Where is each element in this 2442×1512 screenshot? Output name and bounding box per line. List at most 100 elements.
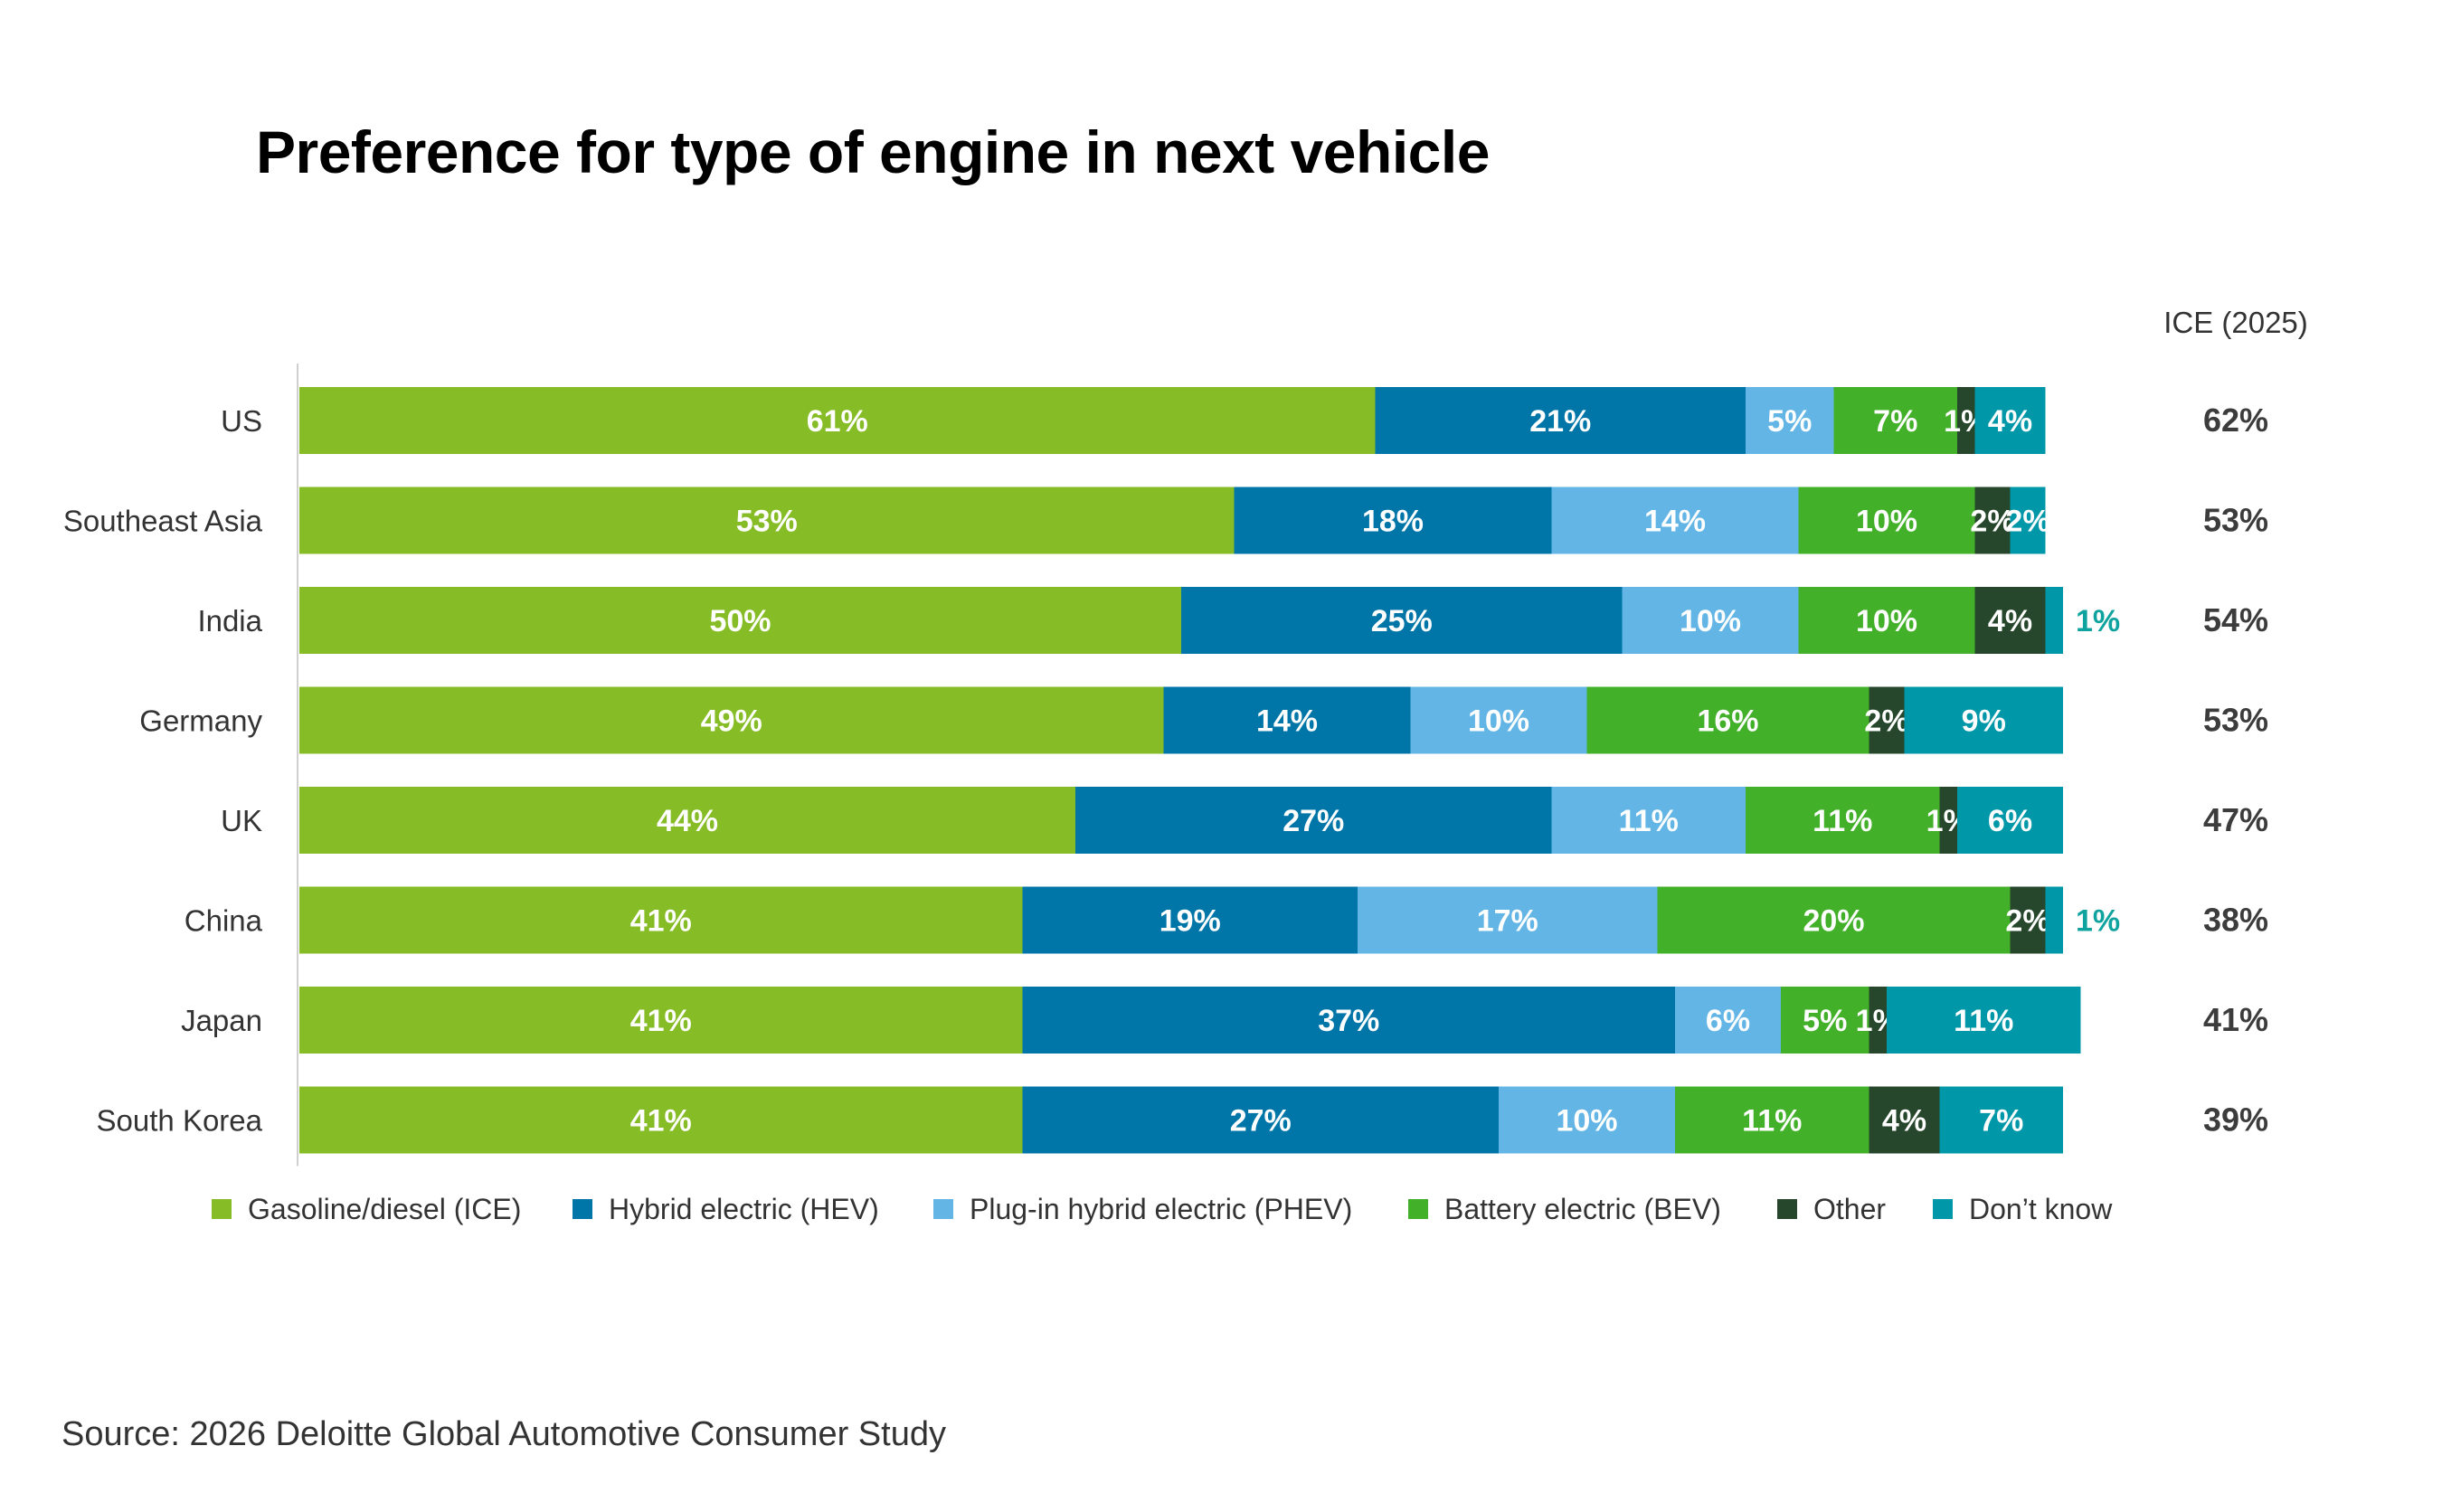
bar-segment-us-hybrid-electric-hev: [1375, 387, 1746, 454]
bar-segment-japan-battery-electric-bev: [1781, 987, 1869, 1054]
legend-swatch-gasoline-diesel-ice: [212, 1199, 232, 1219]
ice-2025-value-uk: 47%: [2203, 801, 2268, 838]
outside-label-india-don-t-know: 1%: [2076, 604, 2120, 638]
bar-segment-uk-don-t-know: [1957, 787, 2063, 854]
data-label-us-plug-in-hybrid-electric-phev: 5%: [1767, 404, 1812, 439]
data-label-south-korea-gasoline-diesel-ice: 41%: [630, 1104, 692, 1139]
bar-segment-china-battery-electric-bev: [1657, 886, 2011, 954]
bar-segment-uk-plug-in-hybrid-electric-phev: [1551, 787, 1746, 854]
data-label-germany-plug-in-hybrid-electric-phev: 10%: [1468, 704, 1529, 739]
bar-segment-south-korea-hybrid-electric-hev: [1022, 1086, 1499, 1154]
data-label-japan-gasoline-diesel-ice: 41%: [630, 1004, 692, 1038]
legend-swatch-battery-electric-bev: [1408, 1199, 1428, 1219]
bar-segment-china-hybrid-electric-hev: [1022, 886, 1358, 954]
data-label-india-battery-electric-bev: 10%: [1856, 604, 1917, 638]
bar-segment-china-don-t-know: [2045, 886, 2063, 954]
data-label-india-hybrid-electric-hev: 25%: [1371, 604, 1433, 638]
bar-segment-china-gasoline-diesel-ice: [299, 886, 1023, 954]
category-label-china: China: [185, 904, 263, 938]
data-label-uk-plug-in-hybrid-electric-phev: 11%: [1619, 804, 1679, 838]
bar-segment-japan-don-t-know: [1887, 987, 2081, 1054]
bar-segment-uk-hybrid-electric-hev: [1075, 787, 1552, 854]
bar-segment-japan-plug-in-hybrid-electric-phev: [1675, 987, 1781, 1054]
ice-2025-value-southeast-asia: 53%: [2203, 502, 2268, 539]
data-label-germany-battery-electric-bev: 16%: [1697, 704, 1758, 739]
data-label-japan-hybrid-electric-hev: 37%: [1318, 1004, 1379, 1038]
bar-segment-india-gasoline-diesel-ice: [299, 587, 1181, 654]
bar-segment-india-don-t-know: [2045, 587, 2063, 654]
data-label-southeast-asia-don-t-know: 2%: [2005, 505, 2049, 539]
data-label-us-hybrid-electric-hev: 21%: [1529, 404, 1591, 439]
data-label-south-korea-battery-electric-bev: 11%: [1742, 1104, 1802, 1139]
bar-segment-south-korea-don-t-know: [1939, 1086, 2063, 1154]
data-label-japan-battery-electric-bev: 5%: [1803, 1004, 1847, 1038]
legend-swatch-don-t-know: [1933, 1199, 1953, 1219]
bar-segment-us-battery-electric-bev: [1833, 387, 1957, 454]
ice-2025-value-japan: 41%: [2203, 1001, 2268, 1038]
data-label-uk-hybrid-electric-hev: 27%: [1283, 804, 1344, 838]
legend-swatch-hybrid-electric-hev: [573, 1199, 592, 1219]
bar-segment-us-don-t-know: [1974, 387, 2046, 454]
ice-2025-value-india: 54%: [2203, 601, 2268, 638]
data-label-uk-don-t-know: 6%: [1988, 804, 2032, 838]
data-label-southeast-asia-hybrid-electric-hev: 18%: [1362, 505, 1424, 539]
chart-title: Preference for type of engine in next ve…: [256, 118, 1490, 185]
bar-segment-south-korea-plug-in-hybrid-electric-phev: [1499, 1086, 1675, 1154]
legend-label-don-t-know: Don’t know: [1969, 1193, 2113, 1225]
ice-2025-header: ICE (2025): [2163, 306, 2308, 339]
bar-segment-southeast-asia-other: [1974, 487, 2011, 554]
source-note: Source: 2026 Deloitte Global Automotive …: [62, 1415, 946, 1453]
data-label-china-hybrid-electric-hev: 19%: [1159, 904, 1221, 939]
bar-segment-india-other: [1974, 587, 2046, 654]
bar-segment-us-other: [1957, 387, 1975, 454]
data-label-china-battery-electric-bev: 20%: [1803, 904, 1864, 939]
data-label-germany-gasoline-diesel-ice: 49%: [701, 704, 762, 739]
outside-label-china-don-t-know: 1%: [2076, 904, 2120, 939]
bar-segment-india-hybrid-electric-hev: [1181, 587, 1623, 654]
ice-2025-value-south-korea: 39%: [2203, 1101, 2268, 1139]
data-label-japan-don-t-know: 11%: [1954, 1004, 2013, 1038]
bar-segment-southeast-asia-don-t-know: [2010, 487, 2046, 554]
category-label-japan: Japan: [181, 1004, 262, 1037]
bar-segment-germany-plug-in-hybrid-electric-phev: [1410, 686, 1587, 754]
bar-segment-south-korea-battery-electric-bev: [1675, 1086, 1869, 1154]
data-label-india-other: 4%: [1988, 604, 2032, 638]
legend-label-plug-in-hybrid-electric-phev: Plug-in hybrid electric (PHEV): [970, 1193, 1352, 1225]
bar-segment-southeast-asia-battery-electric-bev: [1798, 487, 1975, 554]
ice-2025-value-china: 38%: [2203, 902, 2268, 939]
data-label-germany-other: 2%: [1864, 704, 1908, 739]
category-label-india: India: [197, 604, 262, 638]
legend-label-hybrid-electric-hev: Hybrid electric (HEV): [609, 1193, 879, 1225]
data-label-south-korea-plug-in-hybrid-electric-phev: 10%: [1556, 1104, 1617, 1139]
data-label-india-plug-in-hybrid-electric-phev: 10%: [1680, 604, 1741, 638]
data-label-germany-don-t-know: 9%: [1962, 704, 2006, 739]
legend-swatch-other: [1777, 1199, 1797, 1219]
category-label-us: US: [221, 404, 262, 438]
bar-segment-uk-other: [1939, 787, 1957, 854]
bar-segment-southeast-asia-hybrid-electric-hev: [1234, 487, 1552, 554]
legend-label-gasoline-diesel-ice: Gasoline/diesel (ICE): [248, 1193, 521, 1225]
data-label-us-don-t-know: 4%: [1988, 404, 2032, 439]
bar-segment-south-korea-other: [1869, 1086, 1940, 1154]
bar-segment-japan-gasoline-diesel-ice: [299, 987, 1023, 1054]
bar-segment-southeast-asia-gasoline-diesel-ice: [299, 487, 1235, 554]
bar-segment-germany-hybrid-electric-hev: [1163, 686, 1411, 754]
bar-segment-south-korea-gasoline-diesel-ice: [299, 1086, 1023, 1154]
data-label-uk-battery-electric-bev: 11%: [1813, 804, 1872, 838]
legend-label-other: Other: [1813, 1193, 1886, 1225]
data-label-china-other: 2%: [2005, 904, 2049, 939]
bar-segment-us-gasoline-diesel-ice: [299, 387, 1376, 454]
bar-segment-china-plug-in-hybrid-electric-phev: [1358, 886, 1658, 954]
bar-segment-germany-gasoline-diesel-ice: [299, 686, 1164, 754]
data-label-southeast-asia-battery-electric-bev: 10%: [1856, 505, 1917, 539]
category-label-germany: Germany: [139, 704, 262, 738]
bar-segment-india-battery-electric-bev: [1798, 587, 1975, 654]
data-label-south-korea-hybrid-electric-hev: 27%: [1230, 1104, 1292, 1139]
data-label-southeast-asia-gasoline-diesel-ice: 53%: [736, 505, 798, 539]
bar-segment-japan-hybrid-electric-hev: [1022, 987, 1675, 1054]
ice-2025-value-us: 62%: [2203, 402, 2268, 439]
bar-segment-uk-battery-electric-bev: [1746, 787, 1940, 854]
category-label-uk: UK: [221, 804, 262, 837]
legend-swatch-plug-in-hybrid-electric-phev: [933, 1199, 953, 1219]
